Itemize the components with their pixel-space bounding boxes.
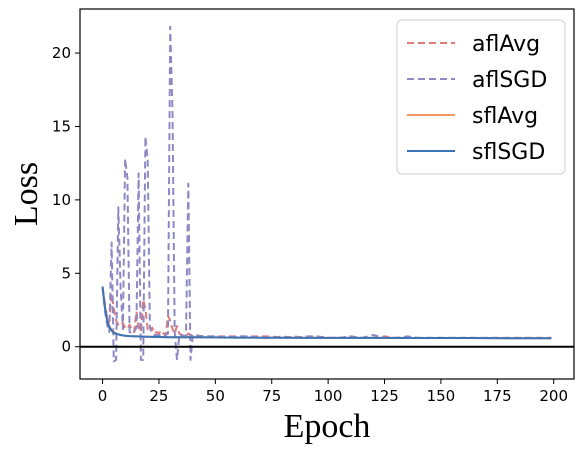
legend-label-aflSGD: aflSGD bbox=[472, 68, 547, 93]
series-line-sflSGD bbox=[101, 286, 552, 340]
legend-label-sflAvg: sflAvg bbox=[472, 104, 538, 129]
y-tick-label: 15 bbox=[52, 117, 71, 135]
series-line-sflAvg bbox=[101, 287, 552, 340]
x-tick-label: 150 bbox=[427, 387, 456, 405]
x-axis-title: Epoch bbox=[284, 408, 371, 445]
legend-box bbox=[396, 19, 566, 175]
series-line-aflAvg bbox=[101, 287, 552, 339]
x-tick-label: 100 bbox=[314, 387, 343, 405]
x-tick-label: 0 bbox=[98, 387, 108, 405]
x-tick-label: 75 bbox=[262, 387, 281, 405]
y-tick-label: 0 bbox=[61, 338, 71, 356]
x-tick-label: 175 bbox=[483, 387, 512, 405]
x-tick-label: 25 bbox=[149, 387, 168, 405]
y-tick-label: 5 bbox=[61, 264, 71, 282]
legend: aflAvg aflSGD sflAvg sflSGD bbox=[396, 19, 566, 175]
x-tick-label: 200 bbox=[539, 387, 568, 405]
plot-frame bbox=[79, 8, 575, 380]
y-tick-label: 20 bbox=[52, 44, 71, 62]
y-tick-label: 10 bbox=[52, 191, 71, 209]
legend-label-aflAvg: aflAvg bbox=[472, 32, 540, 57]
x-tick-label: 125 bbox=[370, 387, 399, 405]
legend-label-sflSGD: sflSGD bbox=[472, 140, 545, 165]
y-axis-title: Loss bbox=[8, 162, 45, 226]
series-group bbox=[80, 25, 574, 363]
x-tick-label: 50 bbox=[206, 387, 225, 405]
